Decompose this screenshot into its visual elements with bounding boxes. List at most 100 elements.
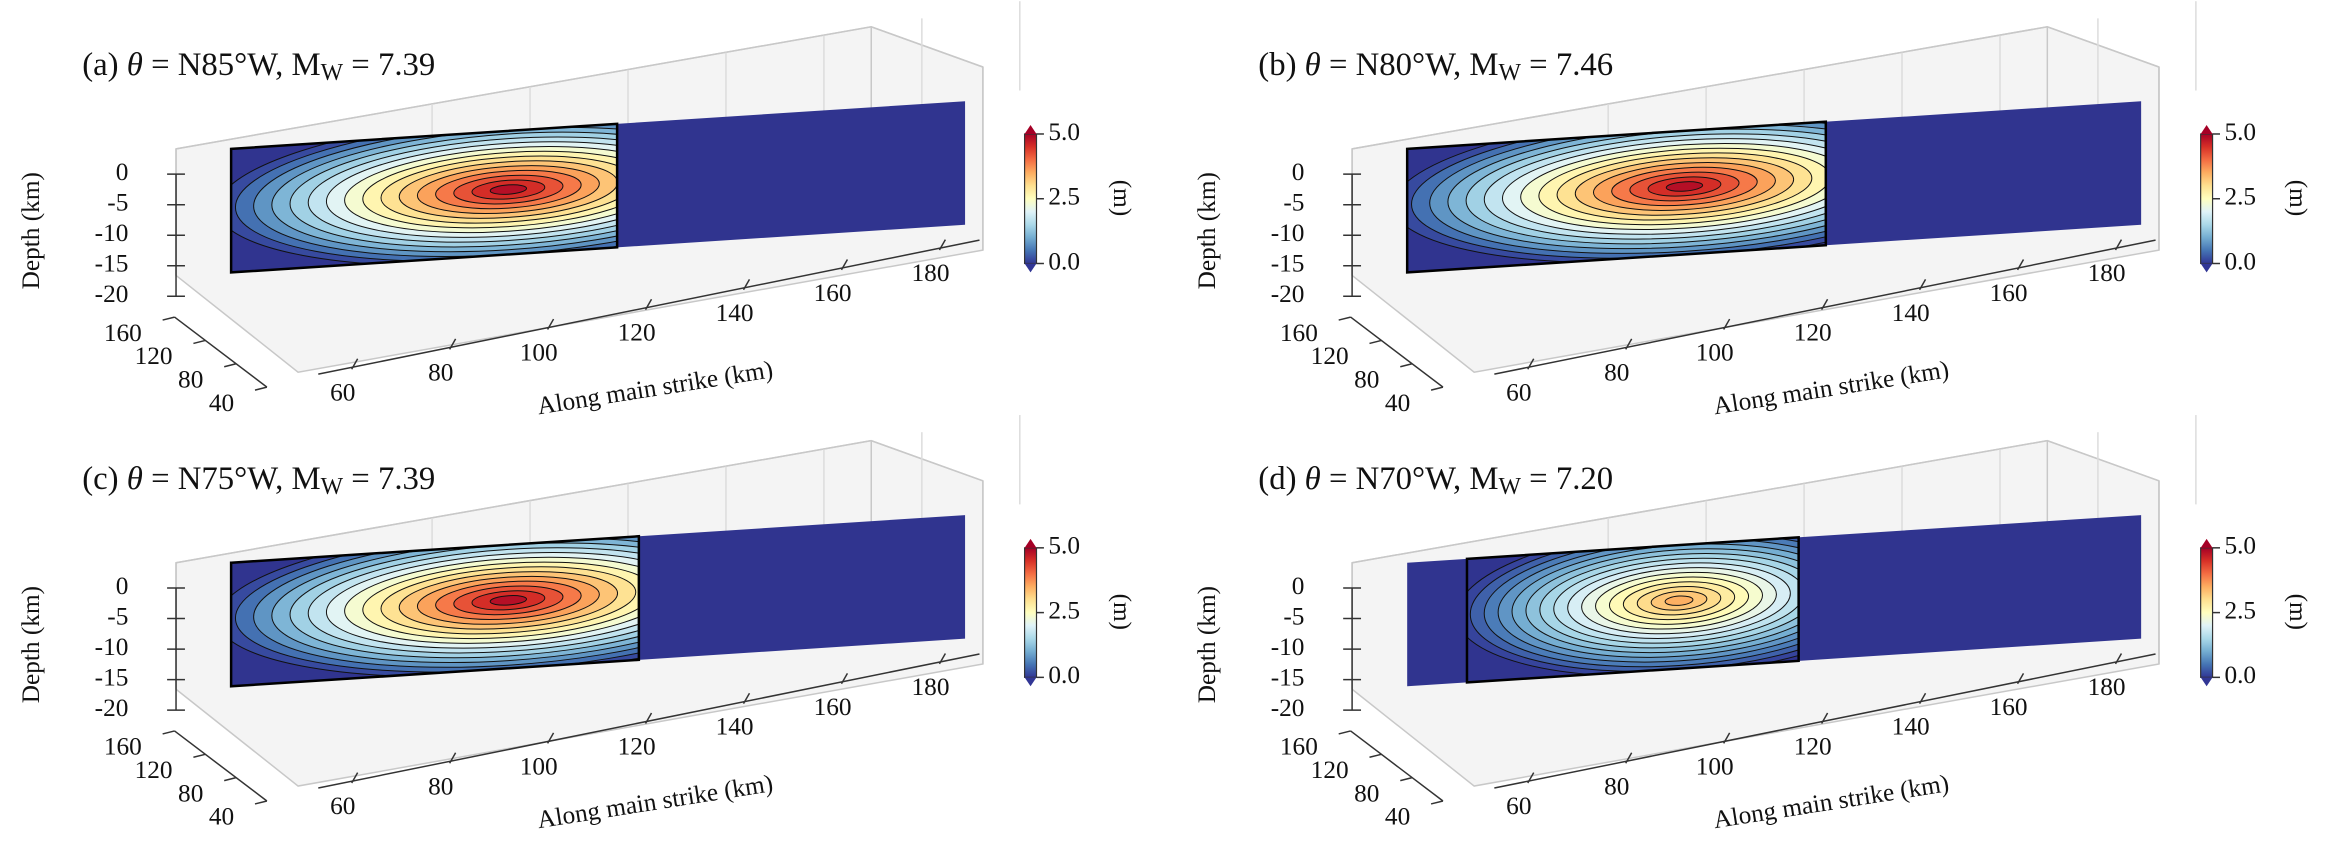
y-tick-label: 80 [178, 779, 203, 807]
x-axis-label: Along main strike (km) [535, 769, 775, 834]
y-tick [1338, 316, 1351, 321]
x-tick-label: 60 [330, 378, 355, 406]
x-tick-label: 100 [520, 752, 558, 780]
slip-patch [1456, 512, 1901, 689]
z-tick-label: -15 [1271, 250, 1305, 278]
title-part: = N75°W, M [143, 460, 321, 496]
z-tick-label: -5 [1283, 189, 1304, 217]
title-part: θ [127, 47, 143, 83]
x-tick [2016, 672, 2025, 685]
title-part: (a) [82, 47, 127, 83]
colorbar-label: (m) [1108, 180, 1136, 217]
x-tick-label: 140 [716, 713, 754, 741]
y-tick-label: 120 [1311, 756, 1349, 784]
y-tick-label: 40 [1385, 389, 1410, 417]
z-tick-label: 0 [1292, 158, 1305, 186]
z-tick-label: -15 [1271, 663, 1305, 691]
title-part: = 7.39 [343, 460, 435, 496]
colorbar-tick-label: 0.0 [2224, 247, 2256, 275]
colorbar-tick-label: 2.5 [1048, 596, 1080, 624]
y-tick-label: 160 [1280, 733, 1318, 761]
y-tick-label: 80 [1354, 779, 1379, 807]
x-tick [546, 318, 555, 330]
x-axis [1494, 653, 2156, 789]
y-tick [1400, 776, 1413, 782]
z-tick-label: -10 [1271, 633, 1305, 661]
x-tick [644, 712, 653, 724]
x-tick [1918, 278, 1927, 291]
z-tick-label: -20 [1271, 280, 1305, 308]
x-axis-label: Along main strike (km) [1711, 769, 1951, 834]
z-tick-label: -20 [95, 694, 129, 722]
pane-edge [870, 439, 984, 482]
y-tick [1369, 339, 1382, 345]
x-tick-label: 100 [1696, 752, 1734, 780]
z-axis-label: Depth (km) [17, 586, 45, 703]
colorbar-extend [2200, 538, 2213, 548]
z-tick-label: -20 [95, 280, 129, 308]
y-tick [162, 316, 175, 321]
title-part: (b) [1258, 47, 1304, 83]
y-tick [254, 386, 268, 391]
title-part: W [1499, 474, 1522, 500]
x-tick [840, 259, 849, 271]
title-part: = N80°W, M [1321, 47, 1499, 83]
panel-title: (c) θ = N75°W, MW = 7.39 [82, 460, 435, 499]
title-part: (d) [1258, 460, 1304, 496]
y-tick-label: 40 [209, 389, 234, 417]
x-tick-label: 120 [618, 733, 656, 761]
x-tick-label: 140 [716, 299, 754, 327]
y-tick [1400, 363, 1413, 368]
z-tick-label: 0 [116, 572, 129, 600]
x-tick-label: 180 [912, 259, 950, 287]
title-part: = N70°W, M [1321, 460, 1499, 496]
title-part: (c) [82, 460, 127, 496]
y-axis [1350, 316, 1444, 388]
slip-patch-edge [1467, 537, 1799, 682]
x-tick-label: 100 [520, 339, 558, 367]
z-tick-label: -5 [107, 602, 128, 630]
x-axis [1494, 239, 2156, 375]
z-tick-label: -15 [95, 663, 129, 691]
z-tick-label: -5 [1283, 602, 1304, 630]
x-tick-label: 120 [1794, 733, 1832, 761]
x-tick [1723, 318, 1731, 330]
colorbar-extend [2200, 677, 2213, 687]
colorbar-tick-label: 2.5 [2224, 183, 2256, 211]
x-tick-label: 160 [814, 279, 852, 307]
y-tick [1430, 386, 1444, 391]
slip-patch [217, 97, 799, 283]
y-tick [193, 339, 206, 345]
x-tick-label: 80 [1604, 772, 1629, 800]
title-part: = 7.20 [1521, 460, 1613, 496]
x-tick-label: 60 [1506, 378, 1531, 406]
x-tick [449, 752, 457, 764]
slip-contour [490, 184, 526, 196]
x-tick [1527, 772, 1535, 784]
slip-patch [1393, 93, 1975, 279]
x-tick-label: 60 [1506, 792, 1531, 820]
x-tick-label: 60 [330, 792, 355, 820]
z-tick-label: 0 [1292, 572, 1305, 600]
colorbar [1023, 547, 1038, 678]
y-tick-label: 120 [1311, 342, 1349, 370]
y-axis [174, 316, 268, 388]
colorbar [1023, 133, 1038, 265]
x-tick-label: 140 [1892, 713, 1930, 741]
x-tick-label: 180 [912, 673, 950, 701]
x-tick [2016, 259, 2025, 271]
x-tick [1820, 298, 1829, 310]
colorbar-tick-label: 5.0 [1048, 118, 1080, 146]
y-tick-label: 120 [135, 342, 173, 370]
z-tick-label: 0 [116, 158, 129, 186]
panel-title: (b) θ = N80°W, MW = 7.46 [1258, 47, 1613, 86]
panel: (a) θ = N85°W, MW = 7.39 0 -5-10 -15-20 Dept… [17, 1, 1136, 420]
x-tick [938, 239, 947, 251]
x-tick [351, 772, 359, 784]
z-axis-label: Depth (km) [1193, 172, 1221, 289]
x-tick [938, 653, 947, 665]
y-tick-label: 160 [1280, 319, 1318, 347]
z-tick-label: -10 [95, 219, 129, 247]
colorbar-tick-label: 0.0 [2224, 661, 2256, 689]
slip-contour [1665, 595, 1693, 606]
